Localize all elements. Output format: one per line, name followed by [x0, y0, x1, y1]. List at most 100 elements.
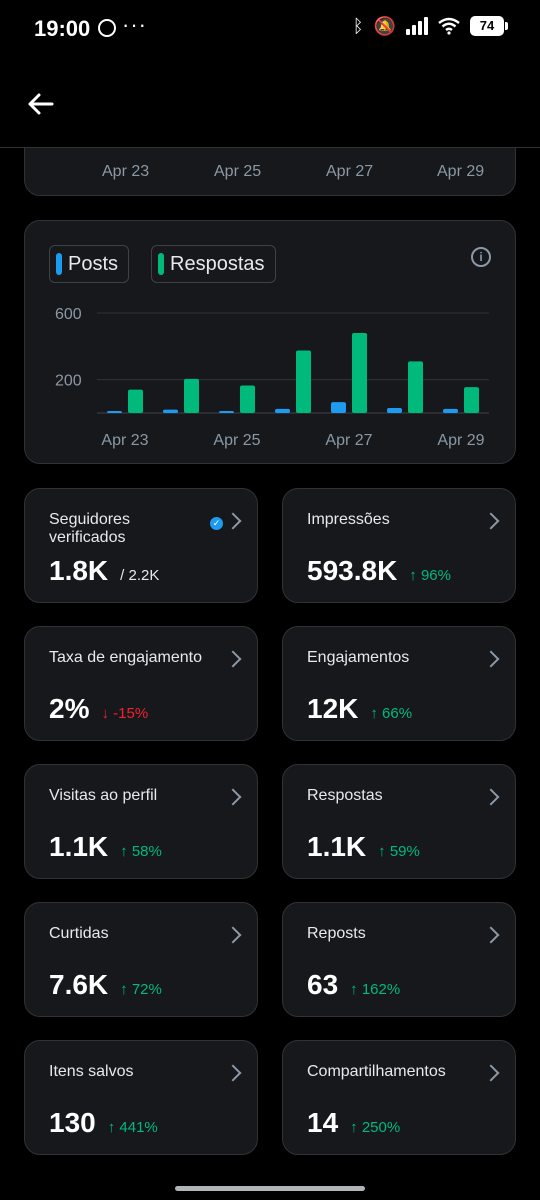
x-tick-label: Apr 23 [102, 163, 150, 180]
whatsapp-icon [98, 19, 116, 37]
chevron-right-icon [224, 926, 242, 944]
metric-label: Itens salvos [49, 1063, 134, 1080]
metric-label: Curtidas [49, 925, 109, 942]
metric-value-row: 1.1K ↑ 59% [307, 831, 420, 863]
bar-respostas[interactable] [352, 333, 367, 413]
metric-label: Taxa de engajamento [49, 649, 202, 666]
bar-respostas[interactable] [184, 378, 199, 413]
bluetooth-icon: ᛒ [352, 16, 364, 36]
x-tick-label: Apr 23 [101, 432, 148, 449]
metric-total: / 2.2K [120, 567, 160, 584]
bar-posts[interactable] [163, 409, 178, 413]
metric-value-row: 2% ↓ -15% [49, 693, 148, 725]
metric-value-row: 1.8K / 2.2K [49, 555, 159, 587]
metric-value: 130 [49, 1107, 96, 1138]
metric-value-row: 1.1K ↑ 58% [49, 831, 162, 863]
home-indicator[interactable] [175, 1186, 365, 1191]
bar-posts[interactable] [331, 402, 346, 413]
y-tick-label: 200 [55, 373, 82, 390]
legend-label: Posts [68, 252, 119, 275]
status-time: 19:00 [34, 16, 91, 41]
metric-value: 1.8K [49, 555, 109, 586]
x-tick-label: Apr 27 [326, 163, 374, 180]
x-tick-label: Apr 25 [214, 163, 262, 180]
arrow-left-icon[interactable] [22, 84, 62, 124]
battery-icon: 74 [470, 16, 508, 36]
chevron-right-icon [224, 650, 242, 668]
metric-value: 1.1K [307, 831, 367, 862]
metric-label: Visitas ao perfil [49, 787, 158, 804]
metric-card[interactable]: Curtidas 7.6K ↑ 72% [24, 902, 258, 1017]
metric-delta: ↑ 441% [107, 1119, 158, 1136]
metric-card[interactable]: Itens salvos 130 ↑ 441% [24, 1040, 258, 1155]
bar-respostas[interactable] [296, 350, 311, 414]
metric-delta: ↑ 58% [120, 843, 162, 860]
metric-value-row: 7.6K ↑ 72% [49, 969, 162, 1001]
metric-label: Seguidores verificados [49, 511, 130, 546]
metric-value-row: 593.8K ↑ 96% [307, 555, 451, 587]
legend-swatch-respostas [158, 253, 164, 275]
metric-delta: ↓ -15% [101, 705, 149, 722]
chevron-right-icon [224, 512, 242, 530]
metric-label: Engajamentos [307, 649, 410, 666]
top-app-bar [0, 56, 540, 148]
metric-value: 2% [49, 693, 90, 724]
metric-value: 63 [307, 969, 339, 1000]
status-bar: 19:00 ··· ᛒ 🔕 74 [0, 0, 540, 56]
bar-respostas[interactable] [464, 387, 479, 413]
metric-value-row: 14 ↑ 250% [307, 1107, 400, 1139]
metric-label: Compartilhamentos [307, 1063, 446, 1080]
x-tick-label: Apr 25 [213, 432, 260, 449]
metric-card[interactable]: Taxa de engajamento 2% ↓ -15% [24, 626, 258, 741]
x-tick-label: Apr 29 [437, 432, 484, 449]
legend-swatch-posts [56, 253, 62, 275]
metric-card[interactable]: Engajamentos 12K ↑ 66% [282, 626, 516, 741]
metric-delta: ↑ 59% [378, 843, 420, 860]
mute-icon: 🔕 [373, 16, 396, 36]
legend-respostas[interactable]: Respostas [151, 245, 276, 283]
metric-delta: ↑ 162% [350, 981, 401, 998]
status-icons: ᛒ 🔕 74 [352, 16, 508, 36]
chevron-right-icon [482, 512, 500, 530]
metric-label: Reposts [307, 925, 366, 942]
metric-value: 12K [307, 693, 359, 724]
bar-respostas[interactable] [408, 361, 423, 413]
x-tick-label: Apr 29 [437, 163, 485, 180]
wifi-icon [438, 17, 460, 35]
more-notifications-icon: ··· [122, 12, 147, 37]
metric-delta: ↑ 250% [350, 1119, 401, 1136]
legend-posts[interactable]: Posts [49, 245, 130, 283]
metric-card[interactable]: Seguidores verificados ✓ 1.8K / 2.2K [24, 488, 258, 603]
chevron-right-icon [224, 788, 242, 806]
metric-card[interactable]: Impressões 593.8K ↑ 96% [282, 488, 516, 603]
chevron-right-icon [482, 926, 500, 944]
bar-posts[interactable] [387, 408, 402, 413]
metric-card[interactable]: Compartilhamentos 14 ↑ 250% [282, 1040, 516, 1155]
legend-label: Respostas [170, 252, 265, 275]
metric-card[interactable]: Visitas ao perfil 1.1K ↑ 58% [24, 764, 258, 879]
posts-replies-chart-card: Posts Respostas i 600 200 Apr 23 Apr 25 Apr … [24, 220, 516, 464]
bar-respostas[interactable] [128, 389, 143, 413]
y-tick-label: 600 [55, 306, 82, 323]
metric-delta: ↑ 96% [409, 567, 451, 584]
verified-badge-icon: ✓ [210, 517, 223, 530]
info-icon[interactable]: i [471, 247, 491, 267]
metric-delta: ↑ 72% [120, 981, 162, 998]
chevron-right-icon [482, 788, 500, 806]
metric-label: Impressões [307, 511, 390, 528]
metric-delta: ↑ 66% [370, 705, 413, 722]
metric-value-row: 12K ↑ 66% [307, 693, 412, 725]
chevron-right-icon [224, 1064, 242, 1082]
bar-posts[interactable] [219, 411, 234, 413]
bar-posts[interactable] [275, 408, 290, 413]
bar-respostas[interactable] [240, 385, 255, 414]
bar-posts[interactable] [443, 408, 458, 413]
metric-value: 1.1K [49, 831, 109, 862]
bar-chart: 600 200 Apr 23 Apr 25 Apr 27 Apr 29 [55, 306, 489, 449]
metric-value: 593.8K [307, 555, 398, 586]
bar-posts[interactable] [107, 411, 122, 413]
metric-card[interactable]: Respostas 1.1K ↑ 59% [282, 764, 516, 879]
x-tick-label: Apr 27 [325, 432, 372, 449]
chevron-right-icon [482, 1064, 500, 1082]
metric-card[interactable]: Reposts 63 ↑ 162% [282, 902, 516, 1017]
